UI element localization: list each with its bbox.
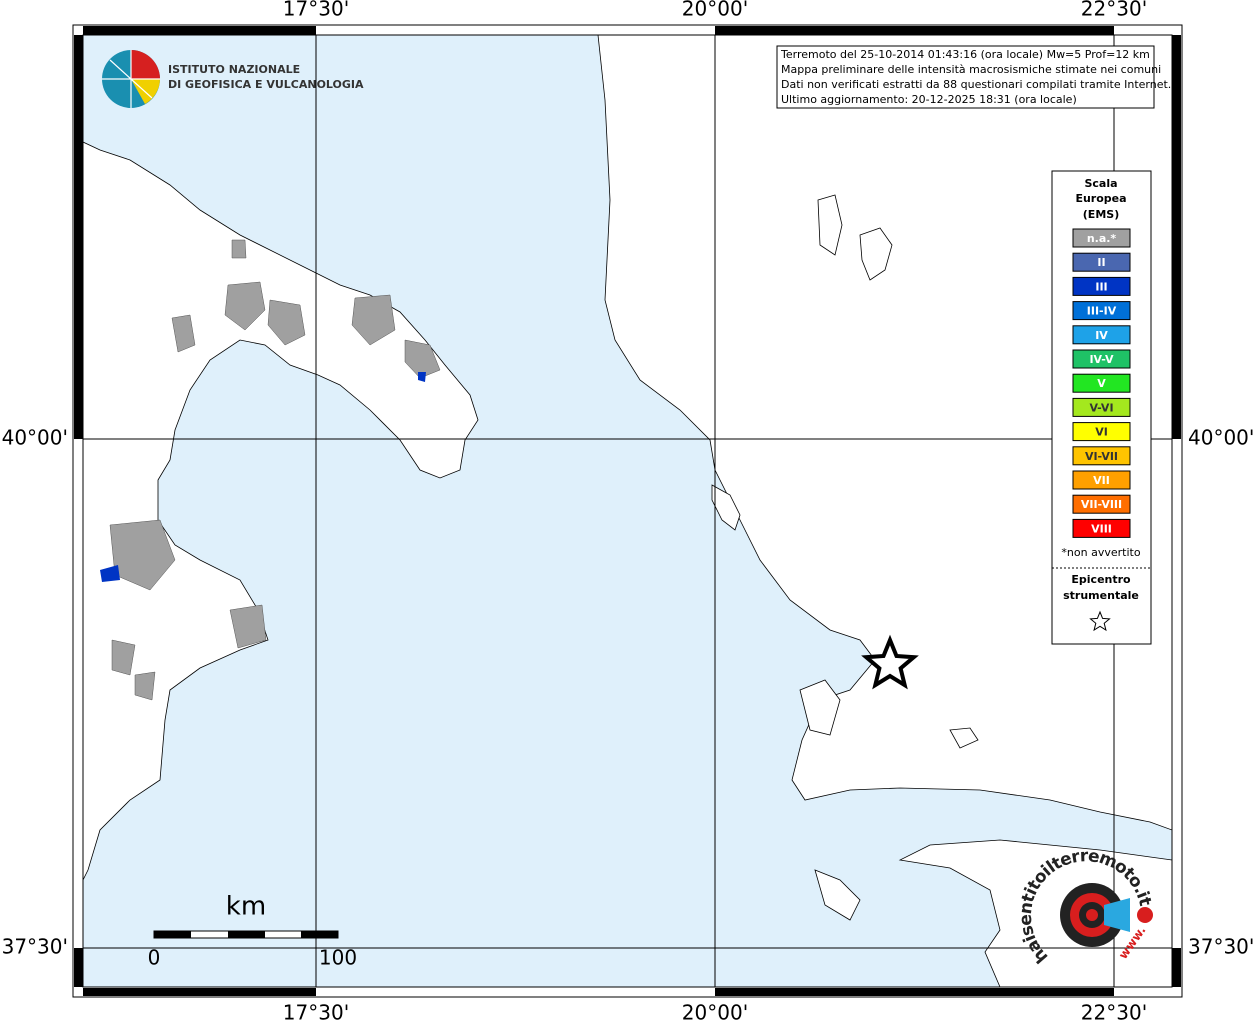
legend-swatch — [1072, 373, 1131, 393]
legend-swatch — [1072, 446, 1131, 466]
scale-unit: km — [226, 892, 266, 922]
legend-label: IV — [1095, 329, 1108, 342]
longitude-label: 17°30' — [283, 1001, 349, 1025]
municipality — [351, 294, 396, 346]
longitude-label: 20°00' — [682, 0, 748, 21]
legend-label: VII — [1093, 474, 1110, 487]
legend-swatch — [1072, 422, 1131, 442]
legend-swatch — [1072, 252, 1131, 272]
legend-swatch — [1072, 325, 1131, 345]
ingv-logo: ISTITUTO NAZIONALE DI GEOFISICA E VULCAN… — [102, 50, 364, 108]
municipality — [134, 671, 156, 701]
legend-swatch — [1072, 518, 1131, 538]
latitude-label: 37°30' — [2, 935, 68, 959]
latitude-label: 40°00' — [2, 426, 68, 450]
municipality — [229, 604, 267, 649]
latitude-label: 37°30' — [1188, 935, 1254, 959]
longitude-label: 22°30' — [1081, 0, 1147, 21]
scale-bar: km 0 100 — [148, 892, 357, 970]
info-box: Terremoto del 25-10-2014 01:43:16 (ora l… — [776, 45, 1171, 109]
legend-label: VI-VII — [1085, 450, 1118, 463]
legend-label: II — [1097, 256, 1105, 269]
legend-label: VIII — [1091, 522, 1112, 535]
epicenter-title: Epicentro — [1071, 573, 1131, 586]
kefalonia — [799, 679, 841, 736]
peloponnese — [898, 839, 1172, 987]
legend-label: V — [1097, 377, 1106, 390]
legend-label: n.a.* — [1087, 232, 1117, 245]
municipality — [224, 281, 266, 331]
legend-title: (EMS) — [1083, 208, 1119, 221]
logo-text: DI GEOFISICA E VULCANOLOGIA — [168, 78, 364, 91]
legend-swatch — [1072, 397, 1131, 417]
info-line: Ultimo aggiornamento: 20-12-2025 18:31 (… — [781, 93, 1077, 106]
legend-swatch — [1072, 494, 1131, 514]
longitude-label: 20°00' — [682, 1001, 748, 1025]
zakynthos — [814, 869, 861, 921]
municipality — [231, 239, 247, 259]
municipality — [171, 314, 196, 353]
legend-swatch — [1072, 470, 1131, 490]
info-line: Terremoto del 25-10-2014 01:43:16 (ora l… — [780, 48, 1150, 61]
legend-swatch — [1072, 276, 1131, 296]
legend-note: *non avvertito — [1061, 546, 1140, 559]
legend-title: Europea — [1075, 192, 1126, 205]
frame — [72, 24, 1183, 998]
legend-label: IV-V — [1089, 353, 1114, 366]
legend-title: Scala — [1084, 177, 1117, 190]
island — [949, 727, 979, 749]
island — [817, 194, 843, 256]
scale-label: 0 — [148, 946, 161, 970]
legend-swatch — [1072, 349, 1131, 369]
legend-label: III-IV — [1087, 305, 1117, 318]
epicenter-symbol — [1089, 610, 1111, 632]
municipality — [267, 299, 306, 346]
legend-label: VII-VIII — [1081, 498, 1122, 511]
legend-label: III — [1095, 280, 1107, 293]
corfu — [711, 484, 741, 531]
municipality-blue — [100, 565, 120, 582]
land — [83, 35, 1172, 987]
longitude-label: 17°30' — [283, 0, 349, 21]
municipality — [111, 639, 136, 676]
legend-swatch — [1072, 301, 1131, 321]
legend-label: V-VI — [1089, 401, 1113, 414]
municipality-blue — [418, 372, 426, 382]
legend: Scala Europea (EMS) *non avvertito Epice… — [1051, 170, 1152, 645]
island — [859, 227, 893, 281]
longitude-label: 22°30' — [1081, 1001, 1147, 1025]
municipality — [404, 339, 441, 379]
scale-label: 100 — [319, 946, 357, 970]
info-line: Dati non verificati estratti da 88 quest… — [781, 78, 1171, 91]
logo-text: ISTITUTO NAZIONALE — [168, 63, 300, 76]
epicenter — [861, 634, 919, 690]
latitude-label: 40°00' — [1188, 426, 1254, 450]
legend-label: VI — [1095, 426, 1108, 439]
epicenter-title: strumentale — [1063, 589, 1139, 602]
info-line: Mappa preliminare delle intensità macros… — [781, 63, 1161, 76]
legend-swatch — [1072, 228, 1131, 248]
